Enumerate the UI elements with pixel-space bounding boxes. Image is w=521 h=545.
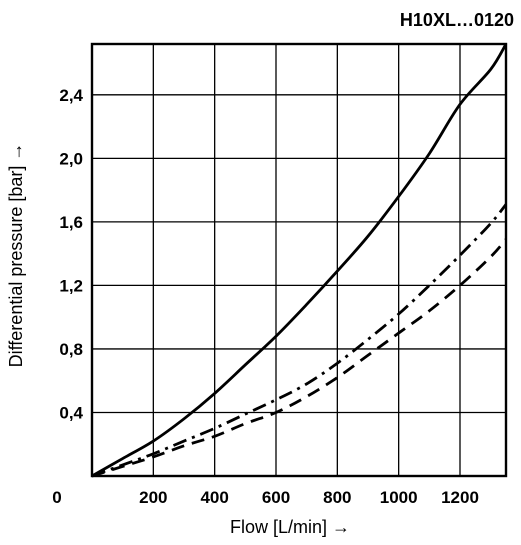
y-tick-label: 2,4 [59,86,83,105]
y-tick-label: 0,8 [59,340,83,359]
x-tick-label: 800 [323,488,351,507]
x-tick-label: 200 [139,488,167,507]
y-axis-tick-labels: 0,4 0,8 1,2 1,6 2,0 2,4 [59,86,83,423]
y-tick-label: 0,4 [59,403,83,422]
x-tick-label: 600 [262,488,290,507]
origin-label: 0 [52,488,61,507]
y-axis-label: Differential pressure [bar] → [6,143,26,368]
x-tick-label: 1000 [380,488,418,507]
grid-lines [92,44,506,476]
x-axis-label: Flow [L/min] → [230,517,350,537]
y-tick-label: 2,0 [59,149,83,168]
series-line-solid [91,43,508,478]
y-tick-label: 1,6 [59,213,83,232]
y-tick-label: 1,2 [59,276,83,295]
plot-area-border [90,42,508,478]
series-lines [91,43,508,478]
x-tick-label: 1200 [441,488,479,507]
chart-title: H10XL…0120 [400,10,514,30]
x-axis-tick-labels: 200 400 600 800 1000 1200 [139,488,479,507]
series-line-dashed [91,238,508,478]
x-tick-label: 400 [200,488,228,507]
series-line-dash-dot [91,203,508,478]
